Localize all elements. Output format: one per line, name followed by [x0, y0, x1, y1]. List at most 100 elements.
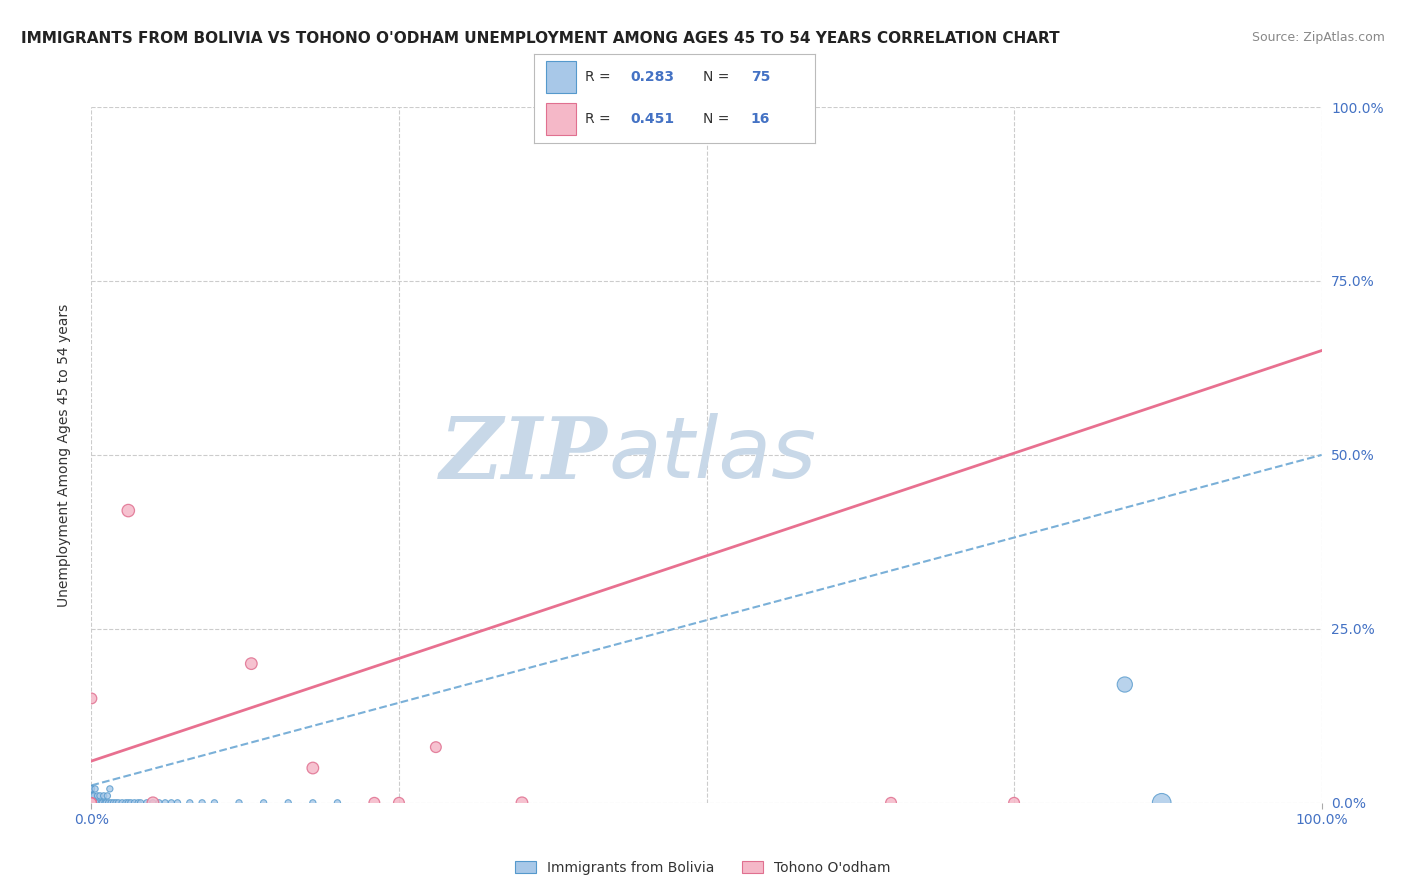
Point: [82, 789, 104, 803]
Point: [202, 796, 225, 810]
Point: [1002, 796, 1025, 810]
Point: [388, 796, 411, 810]
Point: [80, 796, 103, 810]
Point: [98, 781, 121, 796]
Point: [84, 781, 107, 796]
Point: [142, 796, 165, 810]
Point: [96, 796, 117, 810]
Point: [83, 789, 105, 803]
Point: [80, 691, 103, 706]
Point: [86, 796, 108, 810]
Point: [240, 657, 263, 671]
Point: [80, 796, 103, 810]
Point: [124, 796, 146, 810]
Point: [89, 789, 111, 803]
Point: [80, 796, 103, 810]
Point: [111, 796, 134, 810]
Point: [80, 796, 103, 810]
Point: [80, 796, 103, 810]
Legend: Immigrants from Bolivia, Tohono O'odham: Immigrants from Bolivia, Tohono O'odham: [509, 855, 897, 880]
Text: IMMIGRANTS FROM BOLIVIA VS TOHONO O'ODHAM UNEMPLOYMENT AMONG AGES 45 TO 54 YEARS: IMMIGRANTS FROM BOLIVIA VS TOHONO O'ODHA…: [21, 31, 1060, 46]
Point: [80, 789, 103, 803]
Point: [80, 796, 103, 810]
Point: [100, 796, 122, 810]
Point: [80, 796, 103, 810]
Point: [80, 796, 103, 810]
Text: 0.283: 0.283: [630, 70, 673, 84]
Point: [96, 789, 118, 803]
Point: [80, 796, 103, 810]
Point: [80, 796, 103, 810]
Point: [80, 796, 103, 810]
Point: [120, 796, 142, 810]
Point: [80, 796, 103, 810]
Point: [80, 796, 103, 810]
Text: 0.451: 0.451: [630, 112, 673, 126]
Point: [103, 796, 125, 810]
Point: [82, 796, 104, 810]
Point: [148, 796, 170, 810]
Point: [93, 789, 115, 803]
Point: [510, 796, 533, 810]
Point: [179, 796, 201, 810]
Point: [127, 796, 149, 810]
Point: [301, 761, 323, 775]
Point: [80, 796, 103, 810]
Point: [326, 796, 349, 810]
Point: [117, 796, 139, 810]
Point: [91, 796, 114, 810]
Point: [160, 796, 183, 810]
Point: [80, 781, 103, 796]
Point: [80, 796, 103, 810]
Point: [80, 796, 103, 810]
Point: [80, 781, 103, 796]
Point: [80, 796, 103, 810]
Point: [80, 796, 103, 810]
Point: [80, 796, 103, 810]
Text: N =: N =: [703, 70, 734, 84]
Point: [86, 789, 108, 803]
Point: [191, 796, 214, 810]
Text: ZIP: ZIP: [440, 413, 607, 497]
Text: 75: 75: [751, 70, 770, 84]
Point: [129, 796, 152, 810]
Point: [166, 796, 188, 810]
Point: [1150, 796, 1173, 810]
Point: [83, 796, 105, 810]
Point: [425, 740, 447, 755]
Text: Source: ZipAtlas.com: Source: ZipAtlas.com: [1251, 31, 1385, 45]
Point: [363, 796, 385, 810]
Point: [228, 796, 250, 810]
Text: R =: R =: [585, 70, 614, 84]
Point: [880, 796, 903, 810]
Y-axis label: Unemployment Among Ages 45 to 54 years: Unemployment Among Ages 45 to 54 years: [56, 303, 70, 607]
Point: [153, 796, 177, 810]
Point: [80, 789, 103, 803]
Point: [84, 796, 107, 810]
Point: [80, 796, 103, 810]
Point: [80, 796, 103, 810]
Point: [277, 796, 299, 810]
Point: [253, 796, 276, 810]
Point: [135, 796, 157, 810]
Point: [97, 796, 120, 810]
FancyBboxPatch shape: [546, 103, 576, 135]
Point: [80, 796, 103, 810]
Text: R =: R =: [585, 112, 614, 126]
Point: [301, 796, 323, 810]
Point: [80, 796, 103, 810]
Point: [80, 796, 103, 810]
Point: [105, 796, 127, 810]
FancyBboxPatch shape: [546, 61, 576, 93]
Text: atlas: atlas: [607, 413, 815, 497]
Point: [80, 796, 103, 810]
Point: [114, 796, 138, 810]
Text: 16: 16: [751, 112, 770, 126]
Point: [80, 796, 103, 810]
Point: [87, 796, 110, 810]
Text: N =: N =: [703, 112, 734, 126]
Point: [80, 796, 103, 810]
Point: [90, 796, 112, 810]
Point: [117, 503, 139, 517]
Point: [80, 796, 103, 810]
